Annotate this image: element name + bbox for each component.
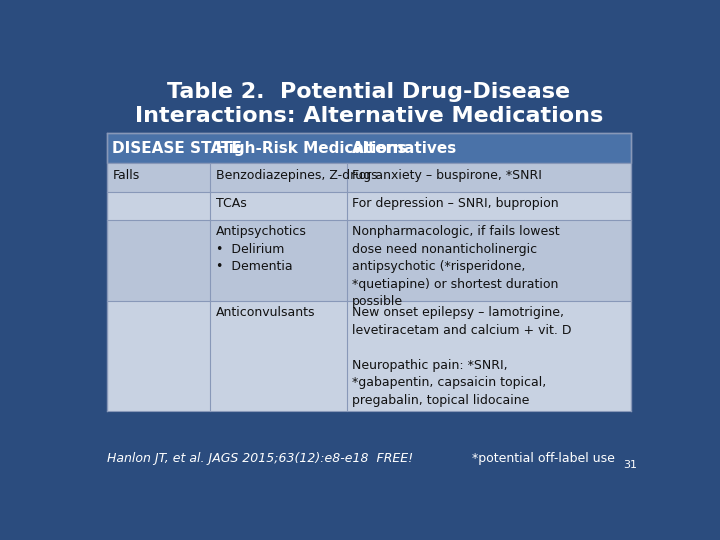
Text: DISEASE STATE: DISEASE STATE xyxy=(112,141,242,156)
Text: For depression – SNRI, bupropion: For depression – SNRI, bupropion xyxy=(352,197,559,210)
Text: Alternatives: Alternatives xyxy=(352,141,457,156)
Text: 31: 31 xyxy=(623,460,637,470)
Text: *potential off-label use: *potential off-label use xyxy=(472,453,615,465)
Bar xyxy=(107,220,631,301)
Text: Hanlon JT, et al. JAGS 2015;63(12):e8-e18  FREE!: Hanlon JT, et al. JAGS 2015;63(12):e8-e1… xyxy=(107,453,413,465)
Text: Benzodiazepines, Z-drugs: Benzodiazepines, Z-drugs xyxy=(215,168,377,182)
Text: Interactions: Alternative Medications: Interactions: Alternative Medications xyxy=(135,105,603,125)
Bar xyxy=(107,163,631,192)
Text: Nonpharmacologic, if fails lowest
dose need nonanticholinergic
antipsychotic (*r: Nonpharmacologic, if fails lowest dose n… xyxy=(352,225,560,308)
Text: Table 2.  Potential Drug-Disease: Table 2. Potential Drug-Disease xyxy=(168,82,570,102)
Text: High-Risk Medications: High-Risk Medications xyxy=(215,141,406,156)
Text: TCAs: TCAs xyxy=(215,197,246,210)
Bar xyxy=(107,192,631,220)
Bar xyxy=(107,301,631,411)
Text: Falls: Falls xyxy=(112,168,140,182)
Text: New onset epilepsy – lamotrigine,
levetiracetam and calcium + vit. D

Neuropathi: New onset epilepsy – lamotrigine, leveti… xyxy=(352,306,572,407)
Text: For anxiety – buspirone, *SNRI: For anxiety – buspirone, *SNRI xyxy=(352,168,542,182)
Text: Antipsychotics
•  Delirium
•  Dementia: Antipsychotics • Delirium • Dementia xyxy=(215,225,307,273)
Text: Anticonvulsants: Anticonvulsants xyxy=(215,306,315,319)
Bar xyxy=(107,133,631,163)
